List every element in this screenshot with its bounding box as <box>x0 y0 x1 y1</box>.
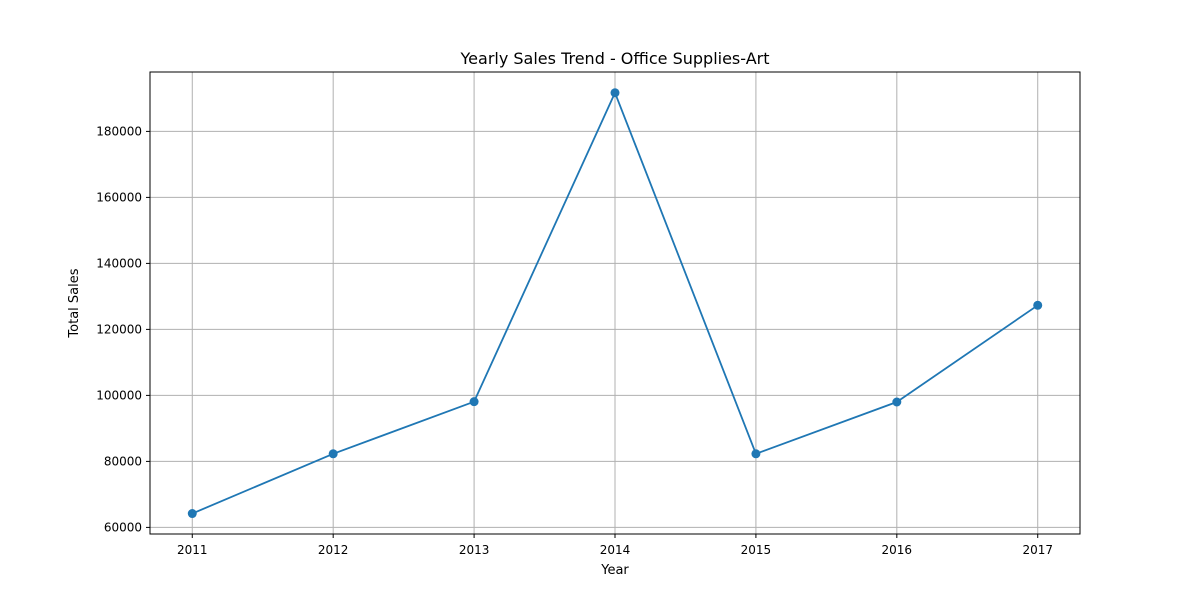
grid-lines <box>150 72 1080 534</box>
x-tick-label: 2015 <box>741 543 772 557</box>
data-point <box>1033 300 1043 310</box>
x-tick-label: 2016 <box>882 543 913 557</box>
y-tick-label: 180000 <box>96 124 142 138</box>
x-tick-label: 2012 <box>318 543 349 557</box>
y-tick-label: 140000 <box>96 256 142 270</box>
data-point <box>751 449 761 459</box>
plot-frame <box>149 71 1081 535</box>
series-layer <box>187 88 1043 519</box>
x-tick-label: 2013 <box>459 543 490 557</box>
data-point <box>328 449 338 459</box>
x-axis-label: Year <box>600 563 629 578</box>
data-point <box>892 397 902 407</box>
y-tick-label: 80000 <box>104 454 142 468</box>
data-point <box>610 88 620 98</box>
x-tick-label: 2011 <box>177 543 208 557</box>
y-tick-label: 120000 <box>96 322 142 336</box>
data-point <box>469 397 479 407</box>
ticks-layer: 2011 2012 2013 2014 2015 2016 2017 60000 80000 10… <box>96 124 1053 557</box>
data-point <box>187 509 197 519</box>
x-tick-label: 2014 <box>600 543 631 557</box>
y-axis-label: Total Sales <box>67 268 82 338</box>
y-tick-label: 60000 <box>104 520 142 534</box>
x-tick-label: 2017 <box>1022 543 1053 557</box>
y-tick-label: 100000 <box>96 388 142 402</box>
chart-title: Yearly Sales Trend - Office Supplies-Art <box>460 49 770 68</box>
y-tick-label: 160000 <box>96 190 142 204</box>
